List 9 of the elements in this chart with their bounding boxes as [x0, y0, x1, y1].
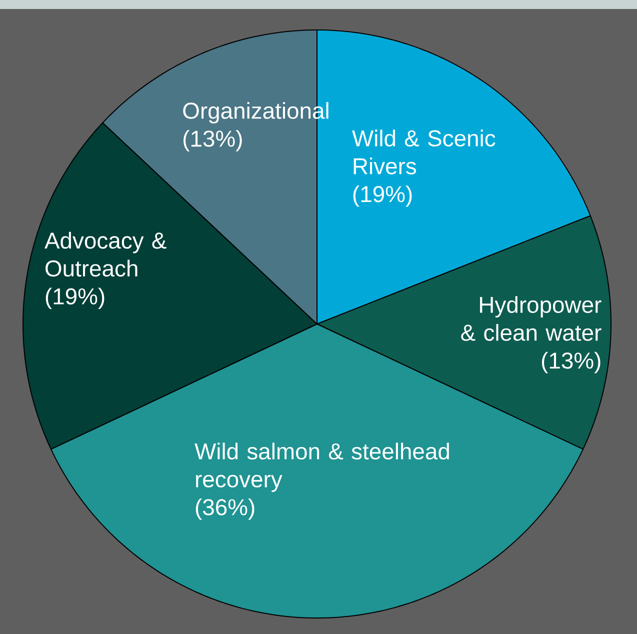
data-label: (19%) [46, 288, 104, 310]
slice-label: Hydropower & clean water [461, 296, 602, 341]
data-label: (13%) [184, 130, 242, 152]
data-label: (13%) [542, 352, 600, 374]
slice-label: Advocacy & Outreach [44, 232, 166, 277]
slice-label: Wild salmon & steelhead recovery [194, 442, 449, 492]
data-label: (19%) [353, 185, 412, 207]
data-label: (36%) [196, 498, 254, 520]
slice-label: Wild & Scenic Rivers [352, 130, 496, 174]
